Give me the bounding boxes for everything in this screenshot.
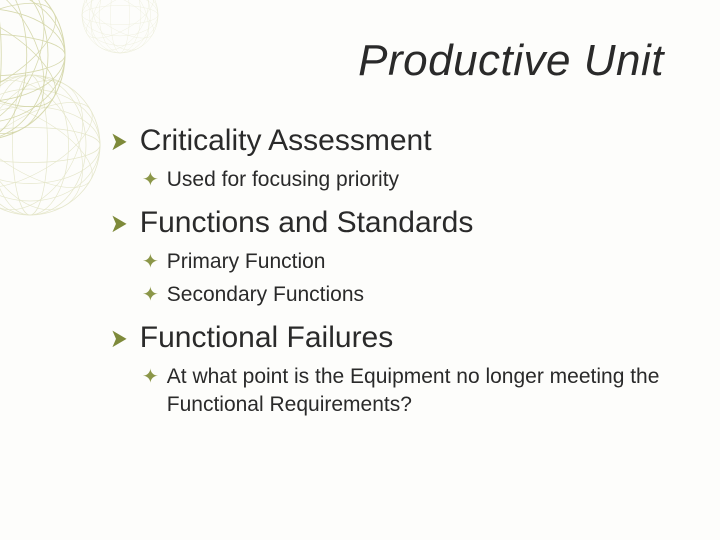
star-icon: ✦ [142,166,159,194]
star-icon: ✦ [142,363,159,391]
section: ➤ Criticality Assessment ✦ Used for focusin… [108,124,670,194]
chevron-icon: ➤ [110,210,127,236]
star-icon: ✦ [142,248,159,276]
star-icon: ✦ [142,281,159,309]
chevron-icon: ➤ [110,128,127,154]
sub-item: ✦ At what point is the Equipment no longe… [108,363,670,420]
section: ➤ Functions and Standards ✦ Primary Functio… [108,206,670,309]
sub-item-text: Primary Function [167,248,670,276]
section-heading-text: Criticality Assessment [140,124,432,158]
sub-item-text: Secondary Functions [167,281,670,309]
sub-item-text: At what point is the Equipment no longer… [167,363,670,420]
section-heading-text: Functional Failures [140,321,393,355]
sub-item: ✦ Used for focusing priority [108,166,670,194]
section-heading-text: Functions and Standards [140,206,474,240]
slide-title: Productive Unit [108,36,670,86]
section-heading: ➤ Functional Failures [108,321,670,355]
sub-item-text: Used for focusing priority [167,166,670,194]
sections-container: ➤ Criticality Assessment ✦ Used for focusin… [108,124,670,420]
sub-item: ✦ Secondary Functions [108,281,670,309]
section-heading: ➤ Functions and Standards [108,206,670,240]
section-heading: ➤ Criticality Assessment [108,124,670,158]
section: ➤ Functional Failures ✦ At what point is th… [108,321,670,420]
slide-content: Productive Unit ➤ Criticality Assessment ✦… [0,0,720,420]
sub-item: ✦ Primary Function [108,248,670,276]
chevron-icon: ➤ [110,325,127,351]
